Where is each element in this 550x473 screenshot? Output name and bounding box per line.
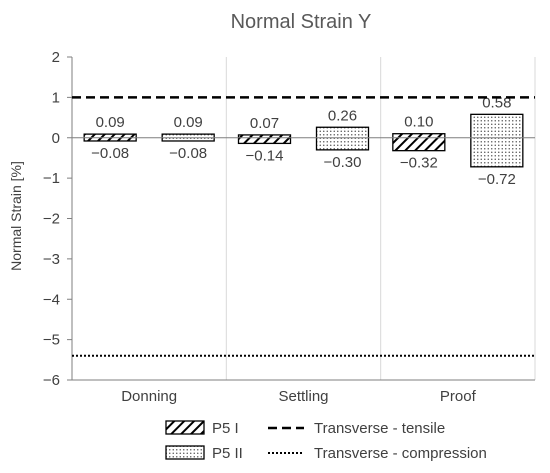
legend-swatch [165, 420, 205, 435]
data-label-min: −0.72 [478, 171, 516, 188]
legend-label: P5 II [212, 445, 243, 462]
y-tick-label: −6 [43, 372, 60, 389]
y-tick-label: 2 [52, 49, 60, 66]
y-tick-label: −4 [43, 291, 60, 308]
data-label-max: 0.09 [96, 114, 125, 131]
y-tick-label: −2 [43, 211, 60, 228]
x-category-label: Proof [440, 388, 477, 405]
data-label-max: 0.07 [250, 115, 279, 132]
data-label-min: −0.30 [324, 154, 362, 171]
legend-swatch [165, 445, 205, 460]
y-tick-label: −5 [43, 332, 60, 349]
legend: P5 I P5 II Transverse - tensile Transverse … [165, 420, 487, 462]
data-label-min: −0.14 [246, 147, 284, 164]
data-label-max: 0.58 [482, 94, 511, 111]
plot-area: 2 1 0 −1 −2 −3 −4 −5 −6 Donning Settling Proof 0.09 −… [43, 49, 536, 405]
data-label-min: −0.08 [169, 145, 207, 162]
x-category-label: Donning [121, 388, 177, 405]
bar-p5-i [392, 133, 446, 152]
legend-label: Transverse - tensile [314, 420, 445, 437]
bar-p5-ii [470, 113, 524, 168]
y-axis-label: Normal Strain [%] [8, 161, 24, 271]
data-label-max: 0.10 [404, 114, 433, 131]
y-tick-label: 1 [52, 89, 60, 106]
x-category-label: Settling [278, 388, 328, 405]
y-tick-label: −3 [43, 251, 60, 268]
bar-p5-ii [315, 126, 370, 151]
y-tick-label: −1 [43, 170, 60, 187]
legend-label: P5 I [212, 420, 239, 437]
y-tick-label: 0 [52, 130, 60, 147]
data-label-min: −0.08 [91, 145, 129, 162]
legend-label: Transverse - compression [314, 445, 487, 462]
bar-p5-i [237, 134, 292, 145]
data-label-min: −0.32 [400, 155, 438, 172]
data-label-max: 0.26 [328, 107, 357, 124]
data-label-max: 0.09 [174, 114, 203, 131]
chart-title: Normal Strain Y [231, 11, 372, 33]
